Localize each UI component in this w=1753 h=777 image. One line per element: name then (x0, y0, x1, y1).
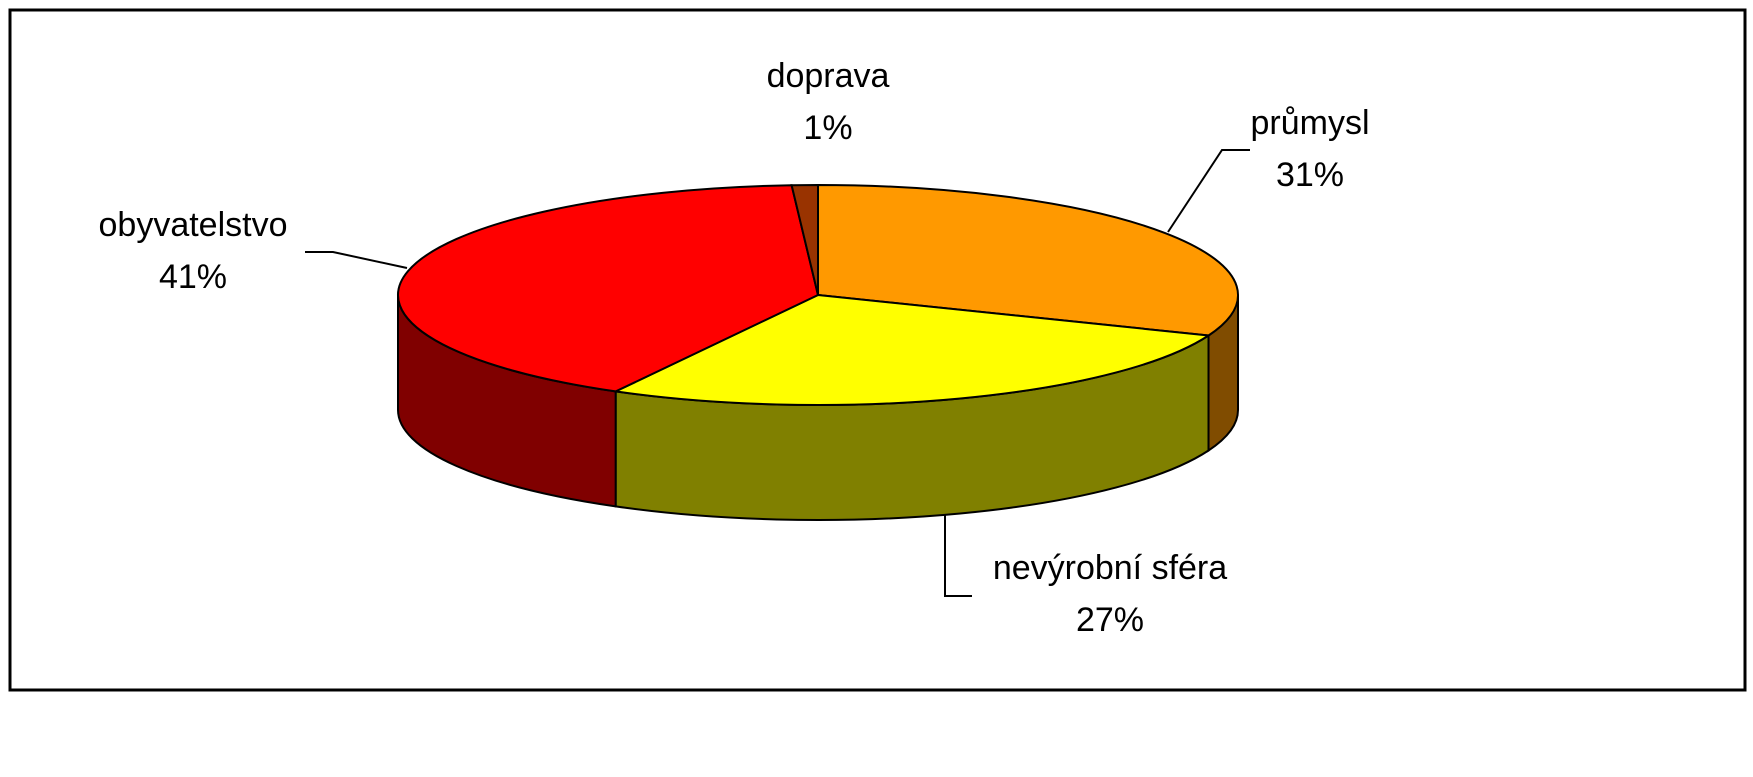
pie-sides (397, 294, 1239, 521)
slice-label: doprava (767, 57, 890, 95)
leader-line (305, 251, 408, 269)
data-labels: průmysl 31% nevýrobní sféra 27% obyvatelstvo… (99, 57, 1370, 639)
slice-value-label: 31% (1276, 156, 1344, 194)
slice-label: nevýrobní sféra (993, 549, 1227, 587)
slice-label: obyvatelstvo (99, 206, 288, 244)
pie-slice (612, 293, 1212, 406)
leader-line (944, 515, 972, 597)
pie-slice (790, 183, 819, 296)
slice-label: průmysl (1250, 104, 1369, 142)
pie-tops (397, 183, 1239, 406)
pie-slice (397, 184, 820, 393)
slice-value-label: 27% (1076, 601, 1144, 639)
slice-value-label: 1% (803, 109, 852, 147)
slice-value-label: 41% (159, 258, 227, 296)
leader-line (1167, 149, 1250, 233)
pie-slice (817, 183, 1239, 337)
